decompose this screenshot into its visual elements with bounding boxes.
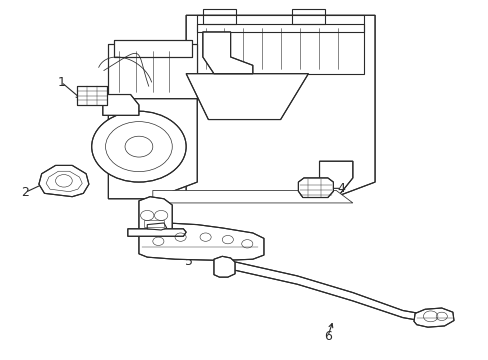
Polygon shape bbox=[186, 74, 308, 120]
Polygon shape bbox=[102, 95, 139, 115]
Text: 2: 2 bbox=[21, 186, 29, 199]
Polygon shape bbox=[139, 197, 172, 234]
Polygon shape bbox=[186, 15, 374, 199]
Polygon shape bbox=[298, 178, 333, 198]
Polygon shape bbox=[127, 229, 186, 236]
Polygon shape bbox=[39, 165, 89, 197]
Text: 1: 1 bbox=[57, 76, 65, 89]
Polygon shape bbox=[152, 190, 352, 203]
Polygon shape bbox=[203, 32, 252, 74]
Polygon shape bbox=[139, 223, 264, 261]
Text: 6: 6 bbox=[323, 330, 331, 343]
Circle shape bbox=[91, 111, 186, 182]
Polygon shape bbox=[108, 99, 197, 199]
Text: 4: 4 bbox=[337, 182, 345, 195]
Polygon shape bbox=[219, 262, 419, 320]
Polygon shape bbox=[77, 86, 107, 105]
Polygon shape bbox=[114, 40, 191, 57]
Polygon shape bbox=[108, 45, 197, 99]
Text: 5: 5 bbox=[184, 255, 193, 268]
Polygon shape bbox=[319, 161, 352, 199]
Polygon shape bbox=[213, 256, 235, 277]
Polygon shape bbox=[413, 308, 453, 327]
Text: 3: 3 bbox=[138, 240, 145, 253]
Polygon shape bbox=[147, 223, 166, 230]
